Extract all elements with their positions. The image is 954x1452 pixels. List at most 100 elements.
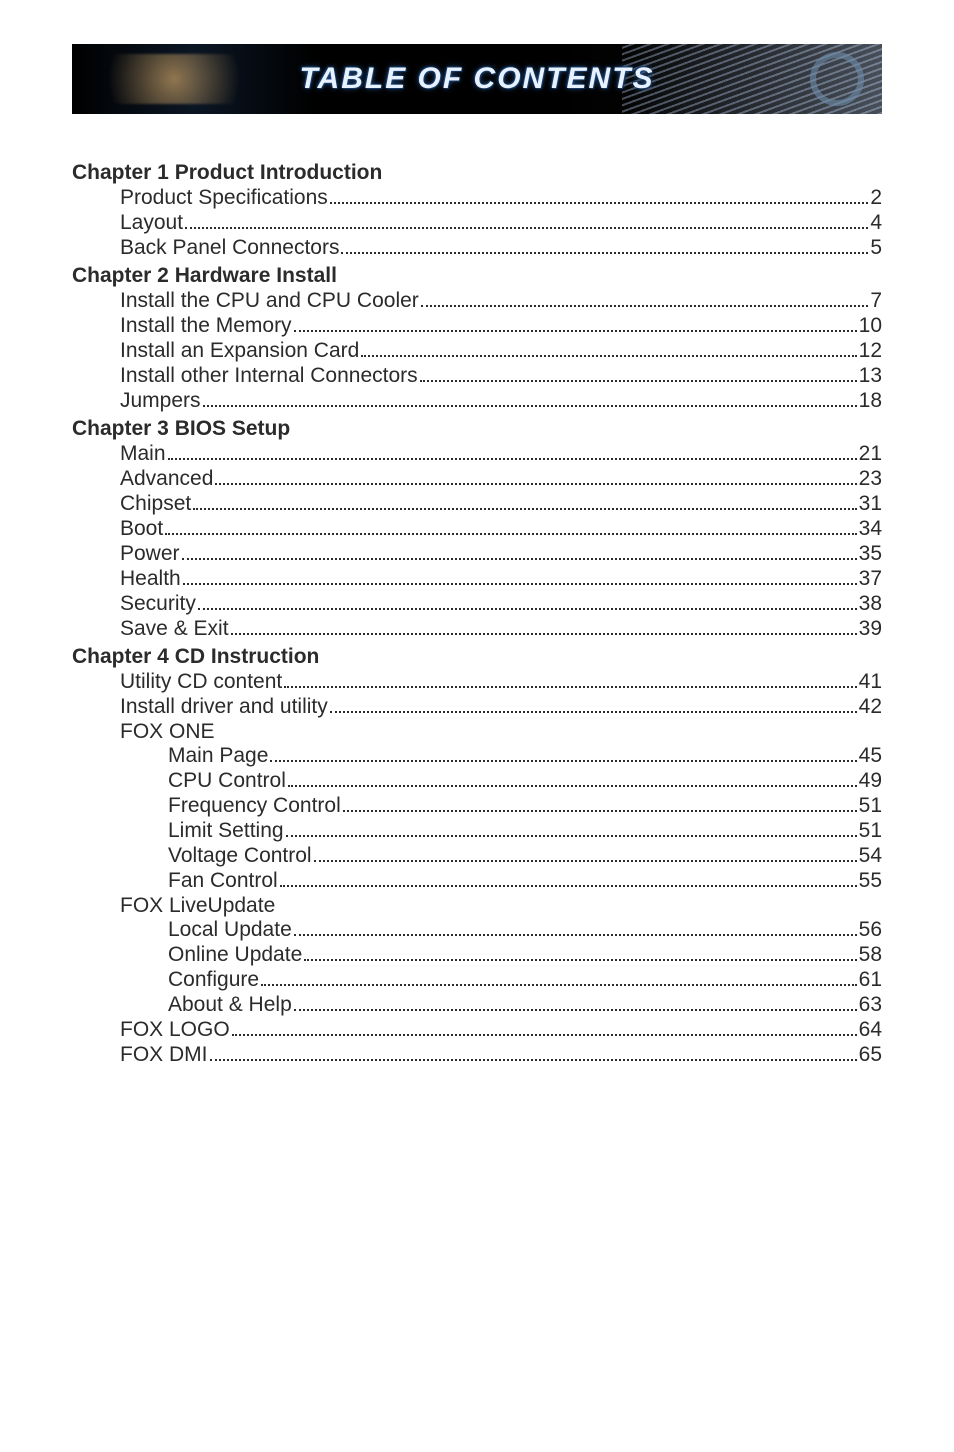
- toc-dot-leader: [330, 710, 857, 713]
- toc-entry-page: 61: [859, 969, 882, 990]
- toc-entry-label: Product Specifications: [120, 187, 328, 208]
- toc-subheading: FOX ONE: [120, 721, 882, 742]
- toc-entry-label: CPU Control: [168, 770, 286, 791]
- toc-entry: Boot 34: [120, 518, 882, 540]
- toc-entry: Chipset31: [120, 493, 882, 515]
- toc-entry-page: 13: [859, 365, 882, 386]
- toc-entry-label: Fan Control: [168, 870, 278, 891]
- toc-entry: FOX DMI65: [120, 1044, 882, 1066]
- toc-chapter-heading: Chapter 3 BIOS Setup: [72, 418, 882, 439]
- toc-entry-label: Health: [120, 568, 181, 589]
- toc-entry-label: Save & Exit: [120, 618, 229, 639]
- toc-dot-leader: [183, 582, 857, 585]
- toc-entry-label: Install the CPU and CPU Cooler: [120, 290, 419, 311]
- toc-entry-label: About & Help: [168, 994, 292, 1015]
- toc-entry-page: 41: [859, 671, 882, 692]
- toc-dot-leader: [193, 507, 856, 510]
- toc-entry-page: 58: [859, 944, 882, 965]
- toc-dot-leader: [294, 329, 857, 332]
- toc-dot-leader: [231, 632, 857, 635]
- toc-dot-leader: [182, 557, 857, 560]
- firework-burst-graphic: [102, 54, 282, 104]
- toc-entry-label: Layout: [120, 212, 183, 233]
- toc-entry-page: 18: [859, 390, 882, 411]
- toc-entry-page: 42: [859, 696, 882, 717]
- toc-entry-page: 12: [859, 340, 882, 361]
- toc-entry-page: 51: [859, 795, 882, 816]
- toc-dot-leader: [420, 379, 857, 382]
- toc-entry-page: 45: [859, 745, 882, 766]
- toc-entry-page: 23: [859, 468, 882, 489]
- toc-chapter-heading: Chapter 4 CD Instruction: [72, 646, 882, 667]
- toc-dot-leader: [280, 884, 857, 887]
- toc-entry: Install an Expansion Card 12: [120, 340, 882, 362]
- toc-entry: Utility CD content 41: [120, 671, 882, 693]
- toc-entry-page: 5: [870, 237, 882, 258]
- toc-entry: Back Panel Connectors5: [120, 237, 882, 259]
- toc-entry-label: Frequency Control: [168, 795, 341, 816]
- toc-dot-leader: [284, 685, 856, 688]
- toc-dot-leader: [361, 354, 856, 357]
- banner-title: TABLE OF CONTENTS: [299, 62, 654, 96]
- toc-entry-label: Install other Internal Connectors: [120, 365, 418, 386]
- toc-chapter-heading: Chapter 1 Product Introduction: [72, 162, 882, 183]
- toc-dot-leader: [288, 784, 857, 787]
- toc-entry-label: Install driver and utility: [120, 696, 328, 717]
- toc-dot-leader: [198, 607, 857, 610]
- toc-entry: Main Page45: [168, 745, 882, 767]
- document-page: TABLE OF CONTENTS Chapter 1 Product Intr…: [0, 0, 954, 1452]
- toc-entry: Main21: [120, 443, 882, 465]
- toc-dot-leader: [215, 482, 856, 485]
- toc-entry-page: 56: [859, 919, 882, 940]
- title-banner: TABLE OF CONTENTS: [72, 44, 882, 114]
- toc-entry: Advanced23: [120, 468, 882, 490]
- toc-entry: Product Specifications 2: [120, 187, 882, 209]
- toc-entry: Jumpers 18: [120, 390, 882, 412]
- toc-entry-page: 51: [859, 820, 882, 841]
- toc-entry-label: Online Update: [168, 944, 302, 965]
- toc-entry: Voltage Control 54: [168, 845, 882, 867]
- toc-entry: Configure61: [168, 969, 882, 991]
- toc-entry-label: Local Update: [168, 919, 292, 940]
- toc-entry-page: 2: [870, 187, 882, 208]
- ring-graphic: [810, 52, 864, 106]
- toc-entry-page: 37: [859, 568, 882, 589]
- toc-entry-page: 34: [859, 518, 882, 539]
- toc-entry-label: FOX LOGO: [120, 1019, 230, 1040]
- toc-entry-label: Utility CD content: [120, 671, 282, 692]
- toc-entry: Online Update 58: [168, 944, 882, 966]
- toc-entry-page: 10: [859, 315, 882, 336]
- toc-entry: Save & Exit 39: [120, 618, 882, 640]
- toc-entry: CPU Control49: [168, 770, 882, 792]
- toc-entry: About & Help 63: [168, 994, 882, 1016]
- toc-entry-page: 21: [859, 443, 882, 464]
- table-of-contents: Chapter 1 Product Introduction Product Sp…: [72, 162, 882, 1066]
- toc-entry: Power35: [120, 543, 882, 565]
- toc-entry-label: Voltage Control: [168, 845, 312, 866]
- toc-entry-label: Boot: [120, 518, 163, 539]
- toc-subheading: FOX LiveUpdate: [120, 895, 882, 916]
- toc-entry-label: Install the Memory: [120, 315, 292, 336]
- toc-dot-leader: [203, 404, 857, 407]
- toc-dot-leader: [421, 304, 869, 307]
- toc-entry: Install driver and utility 42: [120, 696, 882, 718]
- toc-dot-leader: [261, 983, 857, 986]
- toc-entry-page: 63: [859, 994, 882, 1015]
- toc-entry-label: Security: [120, 593, 196, 614]
- toc-entry: Fan Control 55: [168, 870, 882, 892]
- toc-entry-page: 39: [859, 618, 882, 639]
- toc-dot-leader: [343, 809, 857, 812]
- toc-entry: Security38: [120, 593, 882, 615]
- toc-dot-leader: [286, 834, 857, 837]
- toc-dot-leader: [232, 1033, 857, 1036]
- toc-entry-label: Install an Expansion Card: [120, 340, 359, 361]
- toc-entry-page: 31: [859, 493, 882, 514]
- toc-entry-label: Jumpers: [120, 390, 201, 411]
- toc-chapter-heading: Chapter 2 Hardware Install: [72, 265, 882, 286]
- toc-dot-leader: [270, 759, 856, 762]
- toc-entry-page: 35: [859, 543, 882, 564]
- toc-entry-label: Limit Setting: [168, 820, 284, 841]
- toc-entry-page: 65: [859, 1044, 882, 1065]
- toc-entry-page: 54: [859, 845, 882, 866]
- toc-entry-page: 55: [859, 870, 882, 891]
